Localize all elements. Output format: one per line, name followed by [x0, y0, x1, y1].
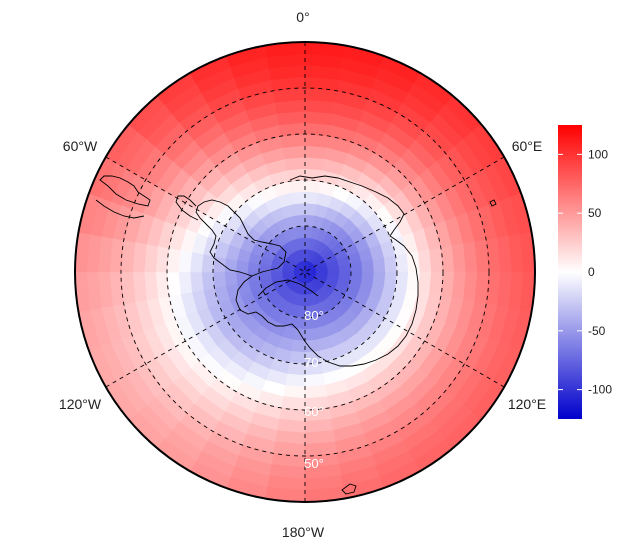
- south-america-interior: [95, 199, 145, 219]
- field-cell: [395, 271, 409, 291]
- field-cell: [304, 328, 318, 342]
- field-cell: [304, 156, 326, 171]
- field-cell: [189, 251, 204, 273]
- lat-label-50: 50°: [304, 456, 324, 471]
- field-cell: [417, 271, 432, 295]
- field-cell: [290, 191, 306, 205]
- field-cell: [383, 271, 398, 289]
- field-cell: [304, 373, 326, 388]
- field-cell: [284, 156, 306, 171]
- field-cell: [282, 384, 306, 399]
- field-cell: [189, 271, 204, 293]
- graticule: [105, 42, 505, 502]
- colorbar-tick-label: 0: [588, 265, 595, 279]
- field-cell: [304, 145, 328, 160]
- field-cell: [288, 179, 306, 194]
- field-cell: [290, 339, 306, 353]
- lon-label-lower-right: 120°E: [508, 396, 546, 412]
- field-cell: [286, 168, 306, 182]
- field-cell: [212, 271, 227, 289]
- field-cell: [224, 271, 238, 287]
- field-cell: [372, 271, 386, 287]
- lat-label-80: 80°: [304, 308, 324, 323]
- field-cell: [361, 259, 375, 273]
- field-cell: [304, 191, 320, 205]
- field-cell: [406, 251, 421, 273]
- field-cell: [304, 384, 328, 399]
- field-cell: [294, 214, 306, 228]
- field-cell: [178, 249, 193, 273]
- lon-label-upper-left: 60°W: [63, 138, 98, 154]
- field-cell: [304, 179, 322, 194]
- field-cell: [395, 253, 409, 273]
- field-cell: [292, 202, 306, 216]
- lon-label-bottom: 180°W: [282, 524, 325, 540]
- colorbar-tick-label: -50: [588, 324, 606, 338]
- field-cell: [383, 255, 398, 273]
- ross-ice-shelf-coastline: [257, 279, 319, 297]
- latitude-circle-50: [120, 87, 490, 457]
- field-cell: [286, 362, 306, 376]
- field-cell: [304, 168, 324, 182]
- lon-label-upper-right: 60°E: [512, 138, 543, 154]
- antarctica-coastline: [195, 175, 419, 367]
- lat-label-70: 70°: [304, 355, 324, 370]
- field-cell: [288, 350, 306, 365]
- field-cell: [282, 145, 306, 160]
- colorbar-tick-label: -100: [588, 383, 612, 397]
- coastline-layer: [95, 175, 497, 495]
- anomaly-field: [75, 42, 535, 502]
- field-cell: [372, 257, 386, 273]
- colorbar-ticks: 100 50 0 -50 -100: [558, 147, 612, 397]
- field-cell: [201, 253, 215, 273]
- peninsula-coastline: [175, 195, 199, 221]
- south-america-coastline: [99, 175, 151, 207]
- lon-label-lower-left: 120°W: [59, 396, 102, 412]
- colorbar-tick-label: 100: [588, 147, 608, 161]
- island-coastline: [489, 199, 497, 207]
- field-cell: [284, 373, 306, 388]
- colorbar-tick-label: 50: [588, 206, 602, 220]
- lat-label-60: 60°: [304, 404, 324, 419]
- colorbar: 100 50 0 -50 -100: [558, 125, 612, 419]
- field-cell: [201, 271, 215, 291]
- field-cell: [417, 249, 432, 273]
- lon-label-top: 0°: [296, 9, 309, 25]
- map-boundary: [74, 41, 536, 503]
- field-cell: [349, 261, 363, 273]
- field-cell: [178, 271, 193, 295]
- new-zealand-coastline: [341, 483, 357, 495]
